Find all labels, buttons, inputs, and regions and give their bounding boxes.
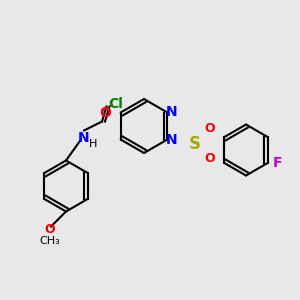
Text: H: H xyxy=(89,139,97,149)
Text: N: N xyxy=(166,133,178,146)
Text: O: O xyxy=(44,223,55,236)
Text: S: S xyxy=(189,135,201,153)
Text: O: O xyxy=(99,106,111,119)
Text: CH₃: CH₃ xyxy=(39,236,60,247)
Text: Cl: Cl xyxy=(109,97,124,110)
Text: N: N xyxy=(78,131,90,145)
Text: N: N xyxy=(166,106,178,119)
Text: O: O xyxy=(205,122,215,136)
Text: F: F xyxy=(272,156,282,170)
Text: O: O xyxy=(205,152,215,166)
